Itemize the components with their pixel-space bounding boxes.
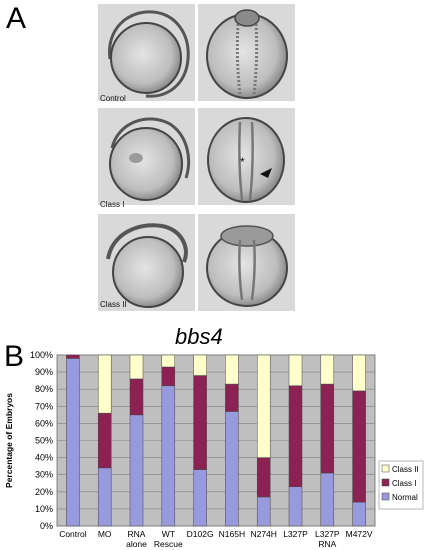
y-tick-label: 50%: [35, 436, 53, 446]
legend-label: Class II: [392, 465, 419, 474]
y-tick-label: 0%: [40, 521, 53, 531]
legend-swatch: [381, 464, 390, 473]
panel-a-letter: A: [6, 2, 27, 35]
class-ii-lateral-image: [98, 214, 195, 311]
control-row-label: Control: [100, 94, 126, 103]
y-tick-label: 80%: [35, 384, 53, 394]
asterisk-annotation: *: [240, 155, 245, 169]
bar-normal: [352, 501, 366, 527]
bar-class-ii: [352, 354, 366, 392]
class-ii-dorsal-image: [198, 214, 295, 311]
class-ii-row-label: Class II: [100, 300, 127, 309]
stacked-bar-chart: 0% 10% 20% 30% 40% 50% 60% 70% 80% 90% 100% Percent…: [4, 350, 424, 549]
legend-label: Class I: [392, 479, 416, 488]
bar-class-ii: [256, 354, 271, 458]
bar-class-i: [352, 390, 366, 503]
bar-class-i: [66, 354, 80, 359]
x-tick-label: N165H: [219, 529, 245, 539]
bar-normal: [256, 496, 271, 527]
x-tick-label: L327P: [283, 529, 308, 539]
x-tick-label: D102G: [187, 529, 214, 539]
bar-normal: [161, 385, 176, 527]
bar-normal: [129, 414, 144, 527]
panel-b-letter: B: [4, 340, 25, 373]
x-tick-label: M472V: [346, 529, 373, 539]
y-tick-label: 20%: [35, 487, 53, 497]
bar-normal: [66, 358, 80, 527]
bar-class-ii: [97, 354, 112, 414]
bar-class-i: [97, 412, 112, 469]
bar-class-ii: [129, 354, 144, 380]
bar-normal: [320, 472, 335, 527]
bar-class-i: [193, 375, 207, 470]
class-i-lateral-image: [98, 108, 195, 205]
bar-normal: [225, 411, 239, 527]
bar-class-ii: [320, 354, 335, 385]
bar-class-i: [320, 383, 335, 474]
y-tick-label: 10%: [35, 504, 53, 514]
bar-normal: [193, 469, 207, 527]
bar-class-ii: [288, 354, 303, 387]
y-tick-label: 30%: [35, 470, 53, 480]
class-i-row-label: Class I: [100, 200, 125, 209]
y-axis-label: Percentage of Embryos: [4, 393, 14, 488]
control-dorsal-image: [198, 4, 295, 101]
x-tick-label: N274H: [250, 529, 276, 539]
x-tick-label: Control: [59, 529, 87, 539]
y-tick-label: 90%: [35, 367, 53, 377]
bar-class-i: [256, 457, 271, 498]
legend-label: Normal: [392, 493, 418, 502]
bar-class-i: [225, 383, 239, 412]
legend-swatch: [381, 478, 390, 487]
x-tick-label: RNA alone: [126, 529, 147, 549]
y-tick-label: 40%: [35, 453, 53, 463]
x-tick-label: WT Rescue: [154, 529, 183, 549]
bar-normal: [288, 486, 303, 527]
bar-class-ii: [193, 354, 207, 376]
bar-class-ii: [225, 354, 239, 385]
bar-class-i: [161, 366, 176, 387]
gene-title: bbs4: [175, 324, 223, 349]
bar-class-i: [288, 385, 303, 487]
legend-swatch: [381, 492, 390, 501]
y-tick-label: 70%: [35, 401, 53, 411]
y-tick-label: 60%: [35, 418, 53, 428]
x-tick-label: MO: [98, 529, 112, 539]
class-i-dorsal-image: [198, 108, 295, 205]
bar-normal: [97, 467, 112, 527]
control-lateral-image: [98, 4, 195, 101]
bar-class-ii: [161, 354, 176, 368]
y-tick-label: 100%: [30, 350, 53, 360]
bar-class-i: [129, 378, 144, 416]
x-tick-label: L327P RNA: [315, 529, 340, 549]
